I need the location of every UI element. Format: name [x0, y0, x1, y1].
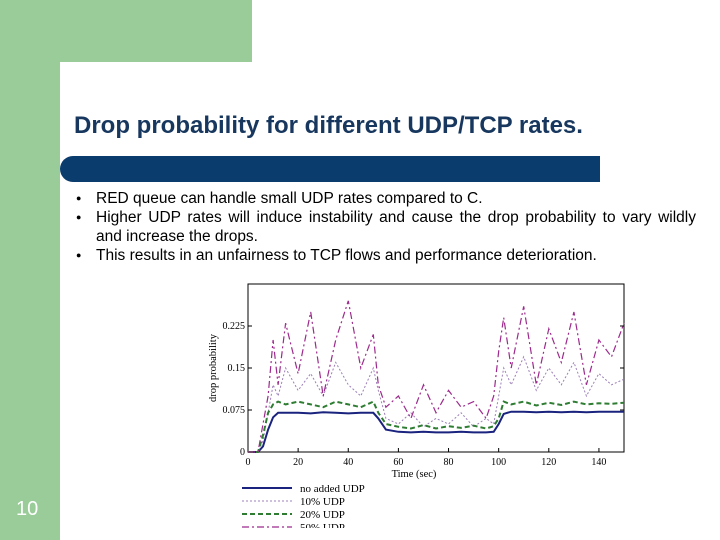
x-tick-label: 40 [343, 457, 353, 468]
drop-probability-chart: 0 0.075 0.15 0.225 0 20 40 60 80 100 120 140 Time … [200, 278, 630, 528]
legend-label: 10% UDP [300, 496, 345, 508]
y-tick-label: 0.225 [223, 321, 246, 332]
bullet-item: ● This results in an unfairness to TCP f… [76, 246, 696, 265]
bullet-text: RED queue can handle small UDP rates com… [96, 190, 483, 207]
title-underline-bar [60, 156, 600, 182]
bullet-marker: ● [76, 193, 82, 203]
y-tick-label: 0.075 [223, 405, 246, 416]
bullet-marker: ● [76, 250, 82, 260]
bullet-list: ● RED queue can handle small UDP rates c… [76, 189, 696, 265]
x-tick-label: 140 [591, 457, 606, 468]
legend-label: no added UDP [300, 483, 365, 495]
series-line-2 [248, 355, 625, 453]
slide-title: Drop probability for different UDP/TCP r… [74, 112, 583, 139]
bullet-item: ● RED queue can handle small UDP rates c… [76, 189, 696, 208]
plot-frame [247, 283, 625, 453]
x-axis-label: Time (sec) [392, 469, 437, 480]
decor-green-left [0, 0, 60, 540]
x-tick-label: 80 [444, 457, 454, 468]
page-number: 10 [16, 498, 39, 520]
x-tick-label: 0 [246, 457, 251, 468]
bullet-text: This results in an unfairness to TCP flo… [96, 247, 597, 264]
bullet-marker: ● [76, 212, 82, 222]
legend-label: 20% UDP [300, 509, 345, 521]
bullet-text: Higher UDP rates will induce instability… [96, 209, 696, 245]
bullet-item: ● Higher UDP rates will induce instabili… [76, 208, 696, 246]
x-tick-label: 60 [393, 457, 403, 468]
x-tick-label: 100 [491, 457, 506, 468]
series-line-4 [248, 300, 625, 453]
chart-svg: 0 0.075 0.15 0.225 0 20 40 60 80 100 120 140 Time … [208, 283, 625, 528]
y-tick-label: 0 [240, 447, 245, 458]
legend-label: 50% UDP [300, 522, 345, 528]
y-axis-label: drop probability [208, 333, 219, 402]
series-line-1 [248, 410, 624, 453]
y-tick-label: 0.15 [228, 363, 246, 374]
x-tick-label: 20 [293, 457, 303, 468]
series-line-3 [248, 400, 625, 453]
x-tick-label: 120 [541, 457, 556, 468]
